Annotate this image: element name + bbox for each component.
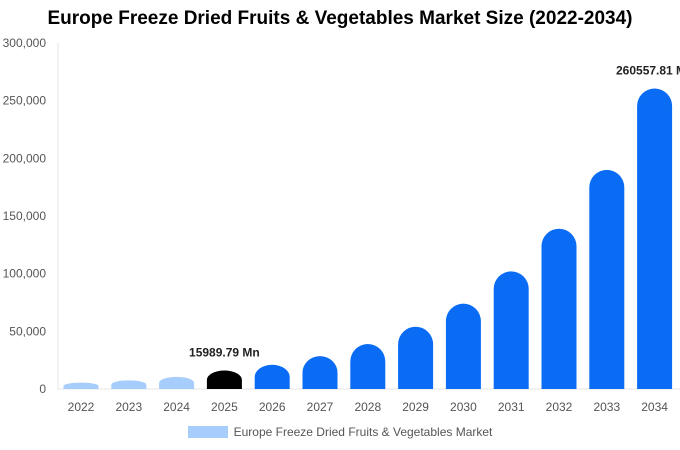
bar-2024[interactable] (159, 376, 195, 389)
y-tick-label: 300,000 (3, 36, 47, 50)
bar-2029[interactable] (398, 326, 434, 389)
data-label-2025: 15989.79 Mn (189, 346, 260, 360)
x-tick-label: 2033 (593, 400, 620, 414)
data-label-2034: 260557.81 Mn (616, 63, 680, 77)
y-tick-label: 250,000 (3, 94, 47, 108)
legend[interactable]: Europe Freeze Dried Fruits & Vegetables … (0, 425, 680, 439)
bar-2033[interactable] (589, 169, 625, 389)
x-tick-label: 2031 (498, 400, 525, 414)
bar-2027[interactable] (302, 356, 338, 389)
x-tick-label: 2023 (115, 400, 142, 414)
y-tick-label: 0 (39, 382, 46, 396)
legend-swatch (187, 426, 228, 438)
legend-label: Europe Freeze Dried Fruits & Vegetables … (233, 425, 493, 439)
x-tick-label: 2030 (450, 400, 477, 414)
x-tick-label: 2026 (259, 400, 286, 414)
x-axis: 2022 2023 2024 2025 2026 2027 2028 2029 2030 2031… (58, 388, 680, 414)
bar-2023[interactable] (111, 380, 147, 389)
bar-2025[interactable] (206, 370, 242, 389)
bar-2028[interactable] (350, 344, 386, 389)
x-tick-label: 2025 (211, 400, 238, 414)
chart-title: Europe Freeze Dried Fruits & Vegetables … (47, 8, 633, 29)
y-tick-label: 100,000 (3, 267, 47, 281)
x-tick-label: 2034 (641, 400, 668, 414)
bar-2031[interactable] (493, 271, 529, 389)
bar-2032[interactable] (541, 228, 577, 389)
data-labels: 15989.79 Mn 260557.81 Mn (189, 63, 680, 359)
y-tick-label: 50,000 (9, 324, 46, 338)
x-tick-label: 2028 (354, 400, 381, 414)
bars (63, 88, 673, 389)
x-tick-label: 2022 (68, 400, 95, 414)
y-tick-label: 200,000 (3, 151, 47, 165)
y-axis: 0 50,000 100,000 150,000 200,000 250,000 300,0… (3, 36, 59, 396)
bar-2034[interactable] (637, 88, 673, 389)
bar-2022[interactable] (63, 382, 99, 389)
x-tick-label: 2024 (163, 400, 190, 414)
bar-2026[interactable] (254, 364, 290, 389)
x-tick-label: 2027 (307, 400, 334, 414)
x-tick-label: 2029 (402, 400, 429, 414)
x-tick-label: 2032 (546, 400, 573, 414)
bar-2030[interactable] (445, 303, 481, 389)
y-tick-label: 150,000 (3, 209, 47, 223)
